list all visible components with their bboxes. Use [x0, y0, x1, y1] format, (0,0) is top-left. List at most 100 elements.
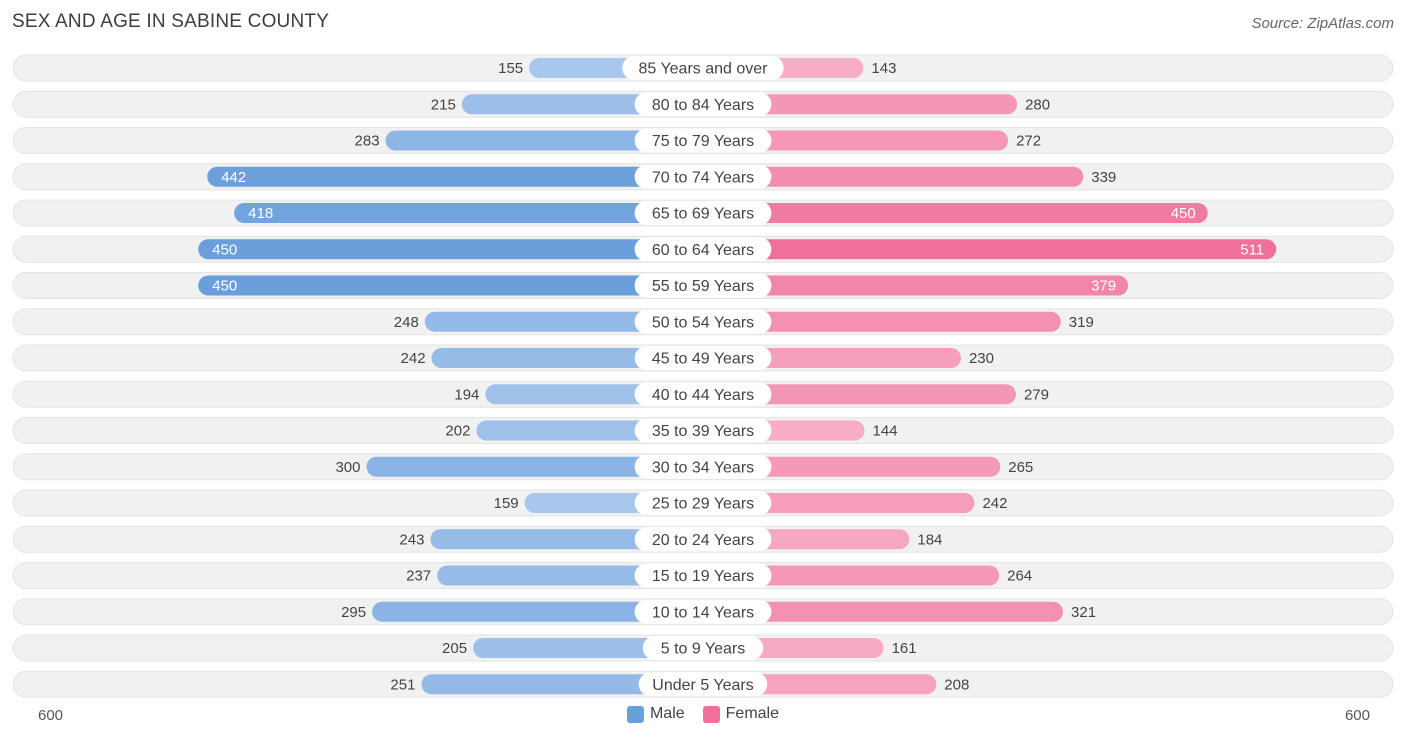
category-label: 65 to 69 Years [652, 206, 754, 223]
male-swatch [626, 705, 644, 723]
female-bar [703, 130, 1009, 151]
female-bar [703, 384, 1016, 405]
female-bar [703, 493, 975, 513]
category-label-pill [642, 636, 764, 660]
male-value-label: 242 [401, 350, 426, 367]
category-label: 15 to 19 Years [652, 568, 754, 585]
male-bar [207, 166, 703, 187]
category-label: Under 5 Years [652, 677, 753, 694]
axis-right-label: 600 [1344, 707, 1370, 724]
category-label-pill [634, 418, 772, 443]
male-value-label: 243 [399, 531, 424, 548]
category-label: 50 to 54 Years [652, 314, 754, 331]
female-value-label: 280 [1025, 96, 1050, 113]
male-bar [372, 601, 703, 622]
female-value-label: 265 [1008, 459, 1033, 476]
female-value-label: 144 [873, 423, 898, 440]
category-label: 20 to 24 Years [652, 532, 754, 549]
female-value-label: 184 [917, 531, 942, 548]
category-label-pill [622, 56, 784, 80]
male-value-label: 283 [355, 133, 380, 150]
category-label: 80 to 84 Years [652, 97, 754, 114]
category-label: 75 to 79 Years [652, 133, 754, 150]
category-label: 5 to 9 Years [661, 641, 746, 658]
male-value-label: 442 [221, 169, 246, 186]
category-label: 25 to 29 Years [652, 496, 754, 513]
male-bar [198, 239, 703, 260]
female-value-label: 208 [944, 676, 969, 693]
category-label: 60 to 64 Years [652, 242, 754, 259]
category-label: 30 to 34 Years [652, 459, 754, 476]
category-label-pill [634, 563, 772, 588]
category-label-pill [634, 346, 772, 370]
male-value-label: 215 [431, 96, 456, 113]
female-bar [703, 275, 1129, 296]
male-bar [234, 203, 704, 223]
male-bar [430, 529, 703, 550]
male-value-label: 205 [442, 640, 467, 657]
female-value-label: 161 [892, 640, 917, 657]
category-label-pill [634, 273, 772, 298]
female-bar [703, 456, 1001, 477]
male-bar [431, 348, 703, 368]
male-bar [366, 456, 703, 477]
category-label-pill [634, 201, 772, 225]
female-value-label: 264 [1007, 568, 1032, 585]
female-bar [703, 166, 1084, 187]
population-pyramid-chart: 155 143 85 Years and over 215 280 80 to 84 Ye… [12, 54, 1394, 698]
female-value-label: 319 [1069, 314, 1094, 331]
category-label-pill [634, 491, 772, 515]
legend-item-female: Female [702, 705, 780, 723]
legend-label-female: Female [725, 705, 780, 722]
chart-title: SEX AND AGE IN SABINE COUNTY [12, 11, 330, 32]
category-label-pill [634, 309, 772, 334]
female-value-label: 143 [871, 60, 896, 77]
legend-label-male: Male [649, 705, 685, 722]
male-value-label: 159 [494, 495, 519, 512]
category-label: 35 to 39 Years [652, 423, 754, 440]
category-label: 85 Years and over [639, 61, 769, 78]
female-value-label: 450 [1171, 205, 1196, 222]
male-bar [198, 275, 703, 296]
category-label-pill [634, 164, 772, 189]
female-value-label: 321 [1071, 604, 1096, 621]
male-value-label: 450 [212, 278, 237, 295]
female-bar [703, 239, 1277, 260]
legend-item-male: Male [626, 705, 685, 723]
category-label-pill [638, 672, 768, 697]
category-label: 40 to 44 Years [652, 387, 754, 404]
male-value-label: 295 [341, 604, 366, 621]
legend: Male Female [0, 705, 1406, 723]
female-value-label: 339 [1091, 169, 1116, 186]
male-bar [424, 311, 703, 332]
male-value-label: 248 [394, 314, 419, 331]
category-label: 45 to 49 Years [652, 351, 754, 368]
male-value-label: 155 [498, 60, 523, 77]
female-bar [703, 203, 1208, 223]
male-value-label: 194 [454, 386, 479, 403]
female-bar [703, 311, 1061, 332]
male-value-label: 418 [248, 205, 273, 222]
male-value-label: 251 [390, 676, 415, 693]
female-value-label: 230 [969, 350, 994, 367]
category-label: 10 to 14 Years [652, 604, 754, 621]
male-bar [421, 674, 703, 695]
category-label-pill [634, 237, 772, 262]
female-bar [703, 565, 1000, 586]
female-value-label: 242 [982, 495, 1007, 512]
female-value-label: 511 [1240, 241, 1264, 258]
category-label-pill [634, 599, 772, 624]
category-label: 55 to 59 Years [652, 278, 754, 295]
category-label: 70 to 74 Years [652, 169, 754, 186]
category-label-pill [634, 128, 772, 153]
female-bar [703, 94, 1018, 115]
category-label-pill [634, 454, 772, 479]
female-value-label: 279 [1024, 386, 1049, 403]
male-value-label: 300 [335, 459, 360, 476]
axis-left-label: 600 [38, 707, 64, 724]
male-value-label: 450 [212, 241, 237, 258]
female-bar [703, 601, 1064, 622]
male-value-label: 202 [445, 423, 470, 440]
male-value-label: 237 [406, 568, 431, 585]
female-value-label: 272 [1016, 133, 1041, 150]
